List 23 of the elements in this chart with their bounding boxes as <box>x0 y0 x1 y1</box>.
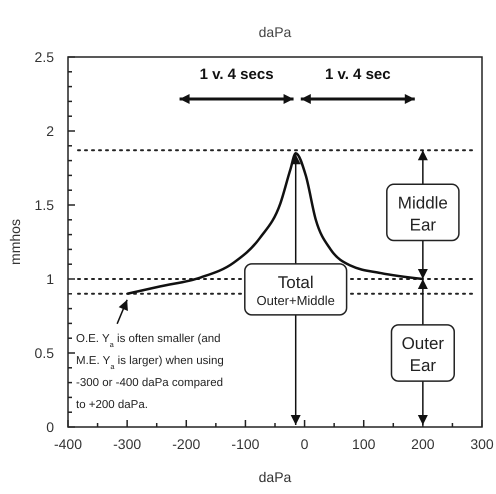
x-tick-label: 300 <box>470 436 494 452</box>
y-tick-label: 0 <box>46 419 54 435</box>
y-tick-label: 2.5 <box>34 49 54 65</box>
x-tick-label: -200 <box>172 436 201 452</box>
y-tick-label: 2 <box>46 123 54 139</box>
annotation: 1 v. 4 secs <box>200 66 274 84</box>
x-tick-label: -300 <box>113 436 142 452</box>
y-tick-label: 1.5 <box>34 197 54 213</box>
y-tick-label: 1 <box>46 271 54 287</box>
x-tick-label: 0 <box>300 436 309 452</box>
x-axis-title: daPa <box>258 469 292 485</box>
x-tick-label: -400 <box>54 436 82 452</box>
x-tick-label: -100 <box>231 436 260 452</box>
y-tick-label: 0.5 <box>34 345 54 361</box>
text: daPa <box>258 24 292 40</box>
annotation: Total Outer+Middle <box>256 272 335 308</box>
x-tick-label: 100 <box>352 436 376 452</box>
annotation: 1 v. 4 sec <box>324 66 391 84</box>
annotation: O.E. Y$_{a}$ is often smaller (and M.E. Y$_{a}$ is larger) when using -300 or -400 daPa compared to +200 daPa. <box>76 332 224 411</box>
annotation: Middle Ear <box>398 193 448 234</box>
x-tick-label: 200 <box>411 436 435 452</box>
annotation: Outer Ear <box>402 334 444 376</box>
y-axis-title: mmhos <box>7 219 23 265</box>
